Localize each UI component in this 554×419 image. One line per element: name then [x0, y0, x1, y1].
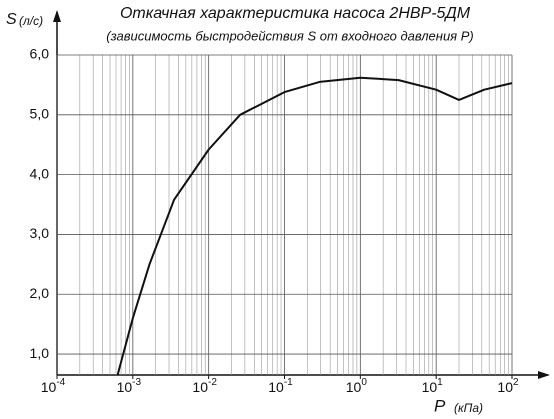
curve: [116, 76, 513, 376]
x-tick-label: 10-2: [192, 377, 217, 395]
x-tick-base: 10: [192, 379, 208, 395]
x-tick-base: 10: [422, 379, 438, 395]
x-tick-exp: 1: [437, 377, 443, 388]
x-tick-exp: -2: [208, 377, 217, 388]
x-tick-label: 10-1: [268, 377, 293, 395]
chart-subtitle: (зависимость быстродействия S от входног…: [106, 28, 473, 43]
chart-title: Откачная характеристика насоса 2НВР-5ДМ: [120, 5, 471, 22]
x-tick-label: 102: [497, 377, 519, 395]
x-tick-label: 10-3: [117, 377, 142, 395]
x-tick-exp: -3: [132, 377, 141, 388]
x-tick-label: 101: [422, 377, 444, 395]
y-tick-label: 3,0: [30, 225, 50, 241]
y-tick-label: 2,0: [30, 285, 50, 301]
y-tick-label: 1,0: [30, 345, 50, 361]
x-tick-exp: 2: [513, 377, 519, 388]
x-tick-base: 10: [117, 379, 133, 395]
y-tick-label: 5,0: [30, 106, 50, 122]
x-tick-label: 100: [346, 377, 368, 395]
x-tick-base: 10: [268, 379, 284, 395]
x-tick-exp: -1: [284, 377, 293, 388]
x-axis-label: P: [434, 396, 446, 415]
y-axis-arrow: [53, 10, 61, 22]
y-tick-label: 6,0: [30, 46, 50, 62]
x-tick-exp: 0: [361, 377, 367, 388]
x-tick-exp: -4: [56, 377, 65, 388]
x-tick-base: 10: [346, 379, 362, 395]
y-axis-label: S: [6, 11, 17, 28]
y-axis-unit: (л/с): [19, 14, 43, 28]
x-axis-arrow: [538, 371, 550, 379]
x-tick-base: 10: [497, 379, 513, 395]
x-tick-base: 10: [41, 379, 57, 395]
x-tick-label: 10-4: [41, 377, 66, 395]
x-axis-unit: (кПа): [454, 401, 483, 415]
y-tick-label: 4,0: [30, 165, 50, 181]
